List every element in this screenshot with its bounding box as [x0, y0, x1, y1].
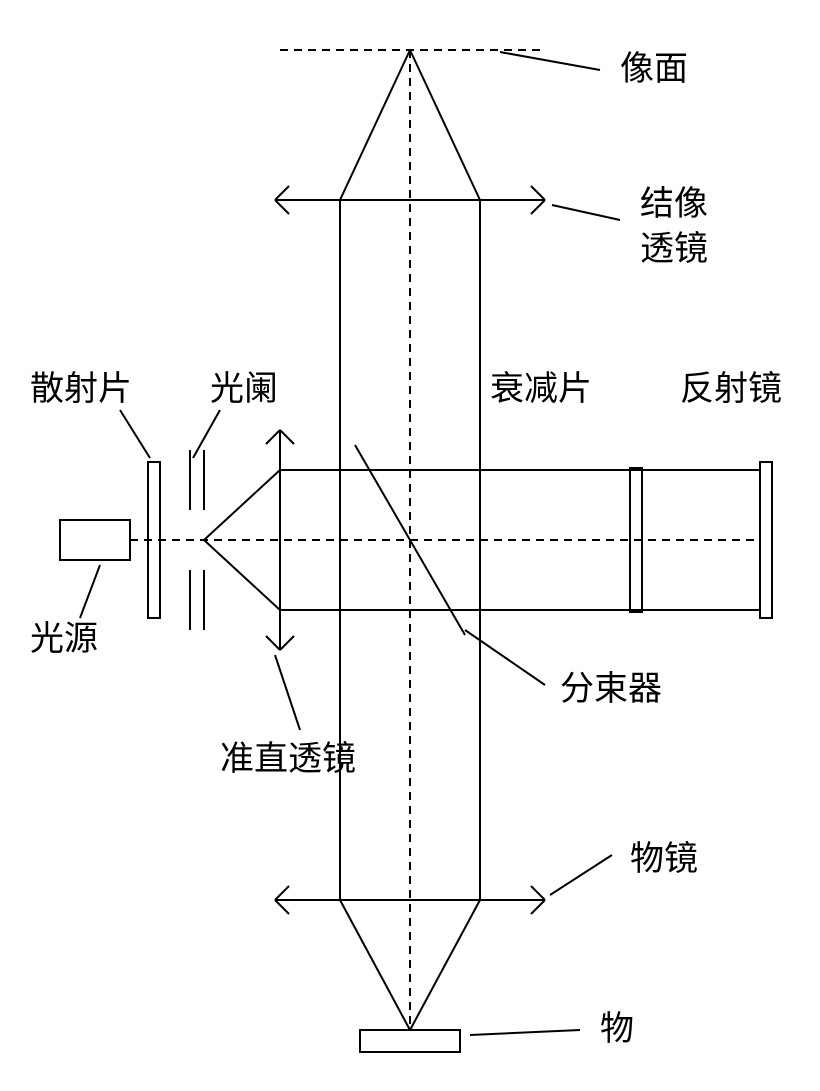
leader-beam_splitter	[465, 630, 545, 685]
leader-collimating_lens	[275, 655, 300, 730]
label-aperture: 光阑	[210, 370, 278, 408]
leader-objective_lens	[550, 855, 612, 895]
leader-light_source	[80, 565, 100, 618]
object	[360, 1030, 460, 1052]
leader-imaging_lens	[552, 205, 620, 220]
leader-image_plane	[500, 52, 600, 70]
label-diffuser: 散射片	[30, 370, 132, 408]
label-mirror: 反射镜	[680, 370, 782, 408]
label-attenuator: 衰减片	[490, 370, 592, 408]
mirror	[760, 462, 772, 618]
label-imaging_lens_l2: 透镜	[640, 230, 708, 268]
label-light_source: 光源	[30, 620, 98, 658]
label-imaging_lens_l1: 结像	[640, 185, 708, 223]
leader-object	[470, 1030, 580, 1035]
label-objective_lens: 物镜	[630, 840, 698, 878]
light-source	[60, 520, 130, 560]
leader-aperture	[193, 410, 220, 458]
optical-diagram: 像面结像透镜散射片 光阑 衰减片 反射镜光源分束器准直透镜物镜物	[0, 0, 820, 1091]
label-image_plane: 像面	[620, 50, 688, 88]
label-collimating_lens: 准直透镜	[220, 740, 356, 778]
label-object: 物	[600, 1010, 634, 1048]
label-beam_splitter: 分束器	[560, 671, 662, 708]
leader-diffuser	[120, 410, 150, 458]
